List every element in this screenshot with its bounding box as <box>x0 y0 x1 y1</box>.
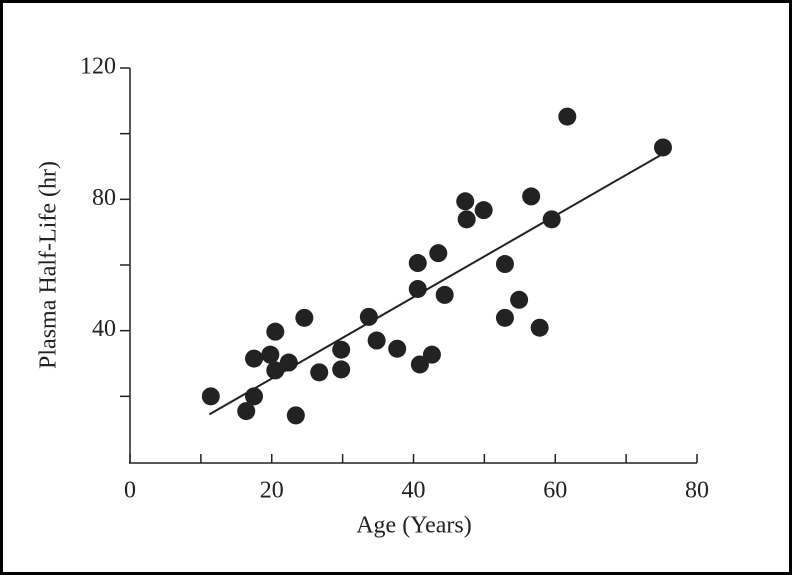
point <box>408 279 427 298</box>
x-axis-label: Age (Years) <box>356 513 472 539</box>
trend-line <box>208 152 665 416</box>
point <box>495 308 514 327</box>
point <box>237 402 256 421</box>
point <box>510 290 529 309</box>
point <box>495 255 514 274</box>
point <box>558 107 577 126</box>
point <box>332 340 351 359</box>
point <box>435 285 454 304</box>
point <box>367 331 386 350</box>
point <box>261 345 280 364</box>
point <box>295 308 314 327</box>
y-axis-label: Plasma Half-Life (hr) <box>36 161 62 369</box>
x-tick-label: 80 <box>685 478 709 504</box>
point <box>429 244 448 263</box>
y-tick-label: 120 <box>80 54 116 80</box>
point <box>653 138 672 157</box>
point <box>201 387 220 406</box>
point <box>456 192 475 211</box>
point <box>410 355 429 374</box>
point <box>408 254 427 273</box>
point <box>422 345 441 364</box>
x-tick-label: 20 <box>260 478 284 504</box>
point <box>245 387 264 406</box>
x-tick-label: 0 <box>124 478 136 504</box>
y-tick-label: 40 <box>92 316 116 342</box>
point <box>388 339 407 358</box>
x-tick-label: 40 <box>402 478 426 504</box>
point <box>522 187 541 206</box>
point <box>245 349 264 368</box>
point <box>530 318 549 337</box>
point <box>474 201 493 220</box>
point <box>332 360 351 379</box>
point <box>286 406 305 425</box>
x-tick-label: 60 <box>543 478 567 504</box>
point <box>310 363 329 382</box>
point <box>359 307 378 326</box>
point <box>266 322 285 341</box>
y-tick-label: 80 <box>92 185 116 211</box>
point <box>457 210 476 229</box>
